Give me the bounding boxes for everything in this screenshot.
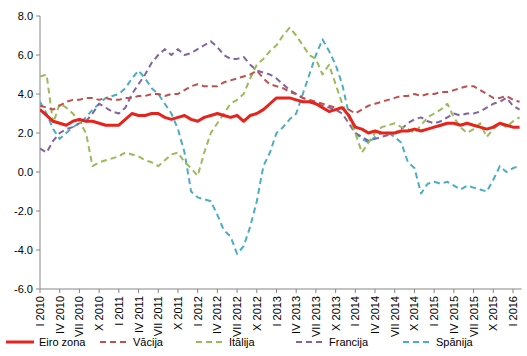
- x-tick-label: X 2013: [330, 296, 342, 331]
- x-tick: [453, 289, 454, 293]
- y-tick: [36, 172, 40, 173]
- y-tick: [36, 94, 40, 95]
- y-tick: [36, 133, 40, 134]
- x-tick-label: I 2011: [113, 296, 125, 326]
- x-tick-label: IV 2013: [290, 296, 302, 334]
- x-tick: [79, 289, 80, 293]
- x-tick: [315, 289, 316, 293]
- x-tick: [177, 289, 178, 293]
- y-tick: [36, 16, 40, 17]
- x-tick: [158, 289, 159, 293]
- x-tick: [493, 289, 494, 293]
- y-tick: [36, 250, 40, 251]
- x-tick: [513, 289, 514, 293]
- x-tick-label: IV 2012: [211, 296, 223, 334]
- legend-swatch: [100, 341, 128, 343]
- x-tick-label: IV 2014: [369, 296, 381, 334]
- x-axis: [40, 289, 522, 290]
- x-tick: [59, 289, 60, 293]
- x-tick: [138, 289, 139, 293]
- x-tick: [217, 289, 218, 293]
- legend-swatch: [296, 341, 324, 343]
- x-tick-label: VII 2012: [231, 296, 243, 337]
- x-tick-label: X 2010: [93, 296, 105, 331]
- chart: -6.0 -4.0 -2.0 0.0 2.0 4.0 6.0 8.0 I 2010 IV 2010…: [0, 0, 527, 356]
- x-tick-label: I 2012: [192, 296, 204, 327]
- x-tick-label: X 2014: [408, 296, 420, 331]
- x-tick-label: I 2010: [34, 296, 46, 327]
- legend-swatch: [6, 341, 34, 344]
- x-tick-label: X 2012: [251, 296, 263, 331]
- x-tick: [99, 289, 100, 293]
- legend-swatch: [196, 341, 224, 343]
- legend-label: Francija: [329, 336, 369, 348]
- series-line: [40, 28, 520, 176]
- x-tick-label: VII 2011: [152, 296, 164, 336]
- y-tick-label: 6.0: [18, 49, 33, 61]
- y-tick: [36, 55, 40, 56]
- y-tick-label: -2.0: [14, 205, 33, 217]
- x-tick-label: VII 2010: [73, 296, 85, 337]
- legend-label: Spānija: [436, 336, 474, 348]
- x-tick-label: X 2015: [487, 296, 499, 331]
- x-tick-label: X 2011: [172, 296, 184, 330]
- x-tick: [394, 289, 395, 293]
- legend-label: Itālija: [229, 336, 256, 348]
- series-line: [40, 41, 520, 152]
- x-tick: [296, 289, 297, 293]
- x-tick: [375, 289, 376, 293]
- y-tick-label: -4.0: [14, 244, 33, 256]
- x-tick-label: VII 2014: [389, 296, 401, 337]
- x-tick-label: VII 2013: [310, 296, 322, 337]
- y-tick-label: 8.0: [18, 10, 33, 22]
- y-tick-label: 0.0: [18, 166, 33, 178]
- x-tick: [473, 289, 474, 293]
- series-line: [40, 39, 520, 254]
- x-tick-label: IV 2015: [448, 296, 460, 334]
- legend-label: Eiro zona: [39, 336, 86, 348]
- y-axis: [40, 16, 41, 289]
- series-line: [40, 98, 520, 133]
- x-tick-label: I 2014: [349, 296, 361, 327]
- x-tick: [335, 289, 336, 293]
- x-tick: [355, 289, 356, 293]
- legend-label: Vācija: [133, 336, 164, 348]
- y-tick-label: -6.0: [14, 283, 33, 295]
- x-tick: [197, 289, 198, 293]
- y-tick-label: 4.0: [18, 88, 33, 100]
- series-line: [40, 71, 520, 114]
- x-tick: [237, 289, 238, 293]
- y-tick: [36, 211, 40, 212]
- legend-swatch: [403, 341, 431, 343]
- series-group: [40, 28, 520, 254]
- x-tick-label: I 2016: [507, 296, 519, 327]
- y-tick: [36, 289, 40, 290]
- x-tick-label: VII 2015: [468, 296, 480, 337]
- x-tick-label: I 2015: [428, 296, 440, 327]
- y-tick-label: 2.0: [18, 127, 33, 139]
- x-tick-label: I 2013: [271, 296, 283, 327]
- x-tick: [276, 289, 277, 293]
- x-tick-label: IV 2011: [133, 296, 145, 333]
- x-tick: [256, 289, 257, 293]
- x-tick: [434, 289, 435, 293]
- x-tick: [40, 289, 41, 293]
- x-tick: [414, 289, 415, 293]
- x-tick-label: IV 2010: [54, 296, 66, 334]
- x-tick: [118, 289, 119, 293]
